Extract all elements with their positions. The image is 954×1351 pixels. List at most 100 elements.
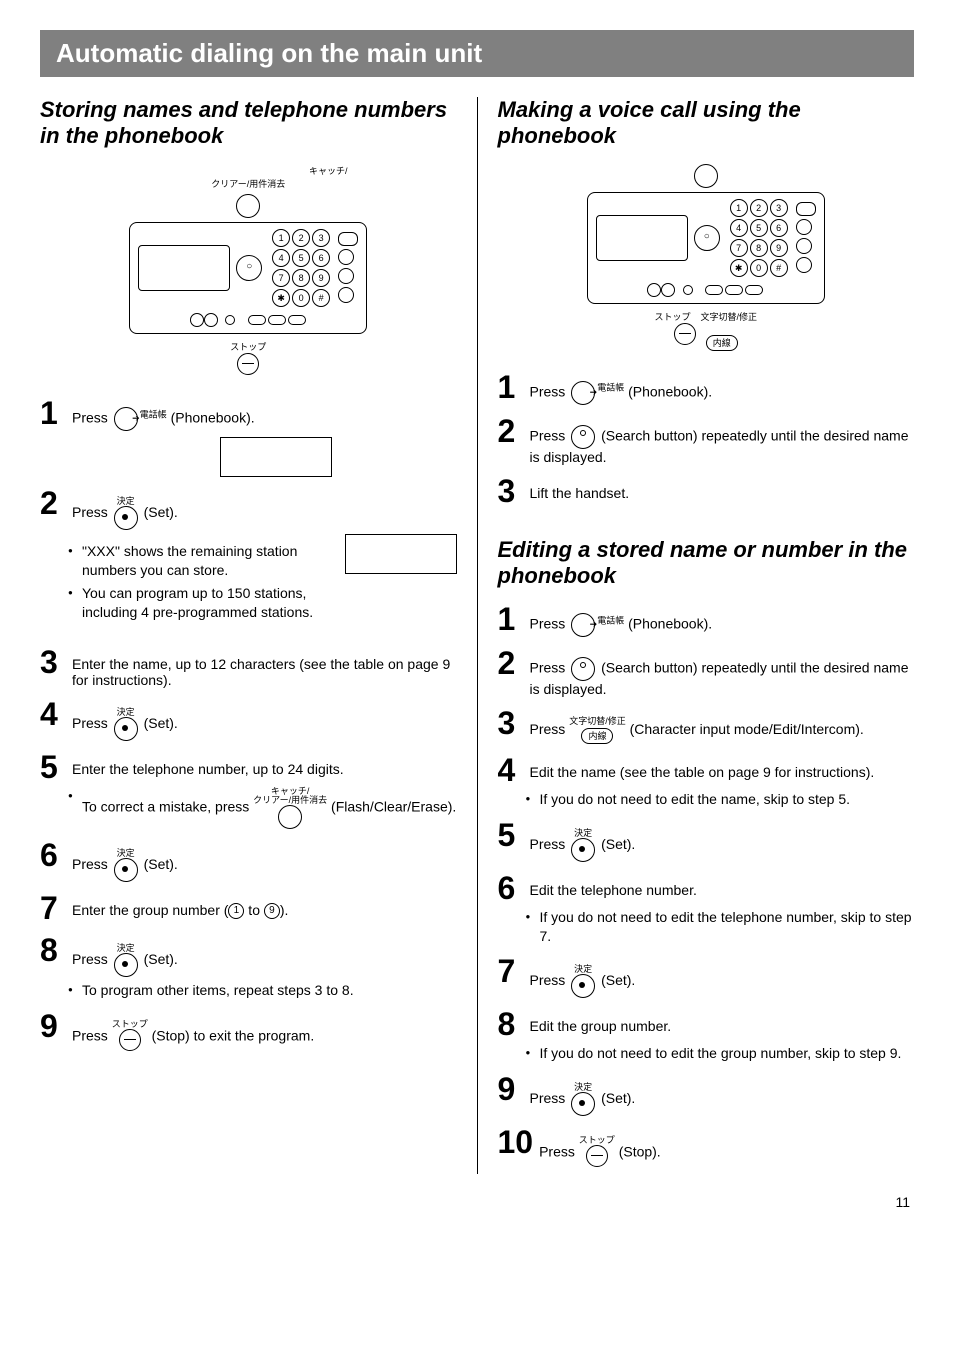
stop-icon <box>586 1145 608 1167</box>
keypad: 123 456 789 ✱0# <box>272 229 330 307</box>
jp-edit-label: 文字切替/修正 <box>569 717 626 726</box>
step-text: Press <box>72 504 112 520</box>
left-step-1: 1 Press 電話帳 (Phonebook). <box>40 397 457 431</box>
step-text: (Stop) to exit the program. <box>152 1027 315 1043</box>
step-text: (Set). <box>601 1091 635 1107</box>
jp-set-label: 決定 <box>569 965 597 974</box>
search-icon <box>571 425 595 449</box>
left-heading: Storing names and telephone numbers in t… <box>40 97 457 150</box>
r2-step-6: 6 Edit the telephone number. <box>498 872 915 904</box>
top-nav-icon <box>694 164 718 188</box>
side-buttons <box>338 232 358 303</box>
r1-step-1: 1 Press 電話帳 (Phonebook). <box>498 371 915 405</box>
step2-bullets: "XXX" shows the remaining station number… <box>68 538 335 626</box>
stop-icon <box>119 1029 141 1051</box>
step-number: 1 <box>498 371 524 403</box>
step-number: 3 <box>498 707 524 739</box>
step-number: 4 <box>40 698 66 730</box>
step-text: (Phonebook). <box>171 410 255 426</box>
jp-set-label: 決定 <box>569 829 597 838</box>
right-column: Making a voice call using the phonebook … <box>478 97 915 1174</box>
step-text: Press <box>530 973 570 989</box>
r2-step-9: 9 Press 決定 (Set). <box>498 1073 915 1116</box>
step-text: ). <box>280 902 289 918</box>
step-number: 7 <box>498 955 524 987</box>
jp-stop-label: ストップ <box>112 1020 148 1029</box>
left-step-7: 7 Enter the group number (1 to 9). <box>40 892 457 924</box>
step-text: (Set). <box>144 504 178 520</box>
content-columns: Storing names and telephone numbers in t… <box>40 97 914 1174</box>
step-number: 4 <box>498 754 524 786</box>
step-text: (Set). <box>144 951 178 967</box>
jp-phonebook-label: 電話帳 <box>597 383 624 393</box>
callout-stop: ストップ <box>40 340 457 377</box>
r2-step6-bullets: If you do not need to edit the telephone… <box>526 908 915 946</box>
set-icon <box>114 717 138 741</box>
step-number: 5 <box>498 819 524 851</box>
left-step-4: 4 Press 決定 (Set). <box>40 698 457 741</box>
nav-circle-icon: ○ <box>694 225 720 251</box>
jp-set-label: 決定 <box>112 708 140 717</box>
r2-step-1: 1 Press 電話帳 (Phonebook). <box>498 603 915 637</box>
step-number: 5 <box>40 751 66 783</box>
step-text: Press <box>530 616 570 632</box>
left-step-2: 2 Press 決定 (Set). <box>40 487 457 530</box>
page-number: 11 <box>40 1194 914 1210</box>
step-number: 9 <box>498 1073 524 1105</box>
flash-clear-icon <box>278 805 302 829</box>
r2-step-5: 5 Press 決定 (Set). <box>498 819 915 862</box>
key-9-icon: 9 <box>264 903 280 919</box>
device-diagram-voicecall: ○ 123 456 789 ✱0# <box>498 164 915 351</box>
intercom-button-icon: 内線 <box>706 335 738 351</box>
bullet-item: If you do not need to edit the group num… <box>526 1044 915 1063</box>
step-text: Press <box>72 951 112 967</box>
step-number: 8 <box>498 1008 524 1040</box>
bullet-item: To program other items, repeat steps 3 t… <box>68 981 457 1000</box>
step-text: Press <box>530 660 570 676</box>
step-text: Press <box>539 1144 579 1160</box>
step-text: (Flash/Clear/Erase). <box>331 798 456 814</box>
step-text: (Set). <box>144 715 178 731</box>
phonebook-icon <box>114 407 138 431</box>
jp-flash-clear-label: キャッチ/ クリアー/用件消去 <box>253 787 327 805</box>
jp-stop-label: ストップ <box>654 312 690 322</box>
callout-bottom: ストップ 文字切替/修正 内線 <box>498 310 915 351</box>
jp-edit-label: 文字切替/修正 <box>701 312 758 322</box>
step-text: (Phonebook). <box>628 616 712 632</box>
left-step-5: 5 Enter the telephone number, up to 24 d… <box>40 751 457 783</box>
r2-step-8: 8 Edit the group number. <box>498 1008 915 1040</box>
step5-bullets: To correct a mistake, press キャッチ/ クリアー/用… <box>68 787 457 829</box>
top-nav-icon <box>236 194 260 218</box>
r1-step-3: 3 Lift the handset. <box>498 475 915 507</box>
step-text: Press <box>72 1027 112 1043</box>
step-number: 6 <box>498 872 524 904</box>
jp-set-label: 決定 <box>112 497 140 506</box>
page: Automatic dialing on the main unit Stori… <box>0 0 954 1230</box>
left-column: Storing names and telephone numbers in t… <box>40 97 478 1174</box>
page-title: Automatic dialing on the main unit <box>40 30 914 77</box>
bullet-item: If you do not need to edit the name, ski… <box>526 790 915 809</box>
left-step-6: 6 Press 決定 (Set). <box>40 839 457 882</box>
r2-step-3: 3 Press 文字切替/修正内線 (Character input mode/… <box>498 707 915 743</box>
set-icon <box>571 974 595 998</box>
key-1-icon: 1 <box>228 903 244 919</box>
set-icon <box>114 506 138 530</box>
step-number: 2 <box>498 647 524 679</box>
r2-step8-bullets: If you do not need to edit the group num… <box>526 1044 915 1063</box>
jp-stop-label: ストップ <box>579 1136 615 1145</box>
device-screen <box>138 245 230 291</box>
set-icon <box>114 953 138 977</box>
step-text: Press <box>530 383 570 399</box>
nav-circle-icon: ○ <box>236 255 262 281</box>
jp-flash-clear-label: キャッチ/ クリアー/用件消去 <box>211 166 347 189</box>
device-diagram-storing: キャッチ/ クリアー/用件消去 ○ 123 456 789 ✱0# <box>40 164 457 377</box>
phonebook-icon <box>571 381 595 405</box>
r1-step-2: 2 Press (Search button) repeatedly until… <box>498 415 915 465</box>
step-number: 1 <box>498 603 524 635</box>
stop-icon <box>237 353 259 375</box>
step-text: Press <box>72 715 112 731</box>
step-number: 2 <box>498 415 524 447</box>
step-text: (Phonebook). <box>628 383 712 399</box>
right-sec1-heading: Making a voice call using the phonebook <box>498 97 915 150</box>
search-icon <box>571 657 595 681</box>
